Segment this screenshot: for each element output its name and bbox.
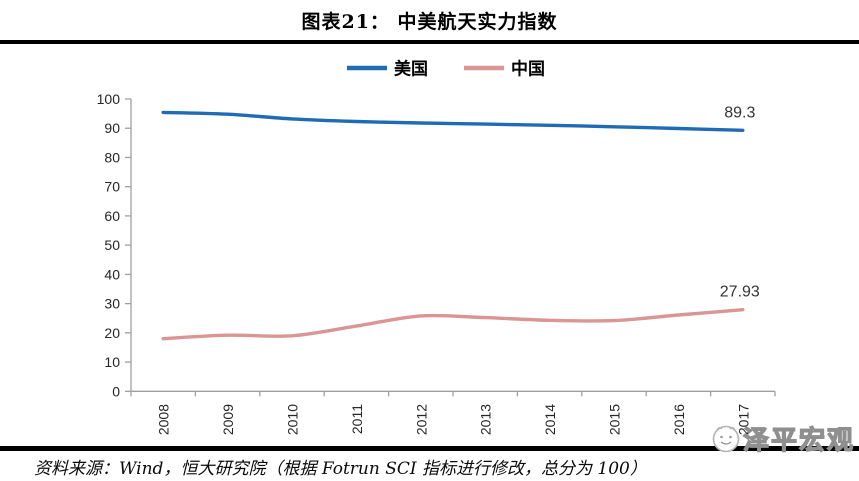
legend-item-0: 美国 [347, 59, 428, 80]
x-tick-label: 2014 [542, 404, 558, 435]
series-end-label-0: 89.3 [724, 104, 755, 121]
watermark: 泽平宏观 [711, 420, 855, 457]
x-tick-label: 2016 [671, 404, 687, 435]
y-tick-label: 10 [104, 354, 120, 370]
series-line-0 [161, 110, 745, 132]
y-tick-label: 80 [104, 149, 120, 165]
bottom-divider [0, 446, 859, 451]
x-tick-label: 2012 [413, 404, 429, 435]
x-tick-label: 2008 [156, 404, 172, 435]
line-chart: 美国 中国 0 10 20 30 40 50 60 70 80 90 100 2008 2009 2010 20… [97, 59, 776, 435]
y-tick-label: 60 [104, 208, 120, 224]
series-end-label-1: 27.93 [720, 284, 760, 301]
y-tick-label: 100 [97, 91, 121, 107]
y-tick-label: 50 [104, 237, 120, 253]
chart-area: 美国 中国 0 10 20 30 40 50 60 70 80 90 100 2008 2009 2010 20… [0, 44, 859, 446]
x-tick-label: 2013 [478, 404, 494, 435]
legend-item-1: 中国 [464, 59, 545, 80]
chart-title: 图表21： 中美航天实力指数 [301, 11, 558, 33]
x-tick-label: 2009 [220, 404, 236, 435]
x-tick-label: 2011 [349, 404, 365, 434]
legend-label-0: 美国 [394, 59, 428, 80]
y-tick-label: 30 [104, 296, 120, 312]
series-line-1 [161, 308, 745, 341]
legend-label-1: 中国 [511, 59, 545, 80]
source-note: 资料来源：Wind，恒大研究院（根据 Fotrun SCI 指标进行修改，总分为… [34, 459, 647, 479]
watermark-text: 泽平宏观 [742, 425, 855, 456]
y-tick-label: 90 [104, 120, 120, 136]
y-tick-label: 40 [104, 266, 120, 282]
y-tick-label: 20 [104, 325, 120, 341]
x-tick-label: 2010 [285, 404, 301, 435]
top-divider [0, 40, 859, 44]
mascot-face-icon [711, 424, 741, 454]
x-tick-label: 2015 [607, 404, 623, 435]
y-tick-label: 0 [112, 383, 120, 399]
x-tick-label: 2017 [735, 404, 751, 435]
y-tick-label: 70 [104, 179, 120, 195]
